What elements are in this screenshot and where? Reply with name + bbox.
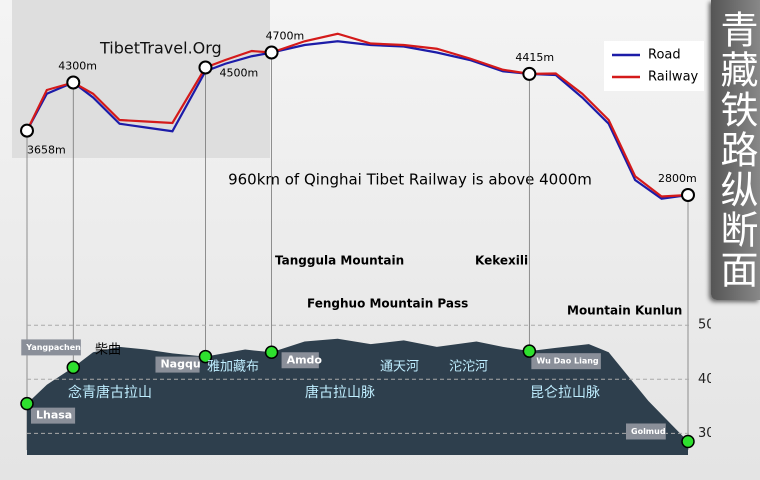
annotation: 雅加藏布	[207, 360, 259, 375]
station-marker	[198, 349, 213, 364]
annotation: 念青唐古拉山	[68, 384, 152, 401]
side-title: 青藏铁路纵断面	[711, 0, 760, 300]
station-label: Yangpachen	[25, 343, 81, 352]
station-label: Lhasa	[36, 409, 72, 422]
marker	[20, 123, 34, 138]
value-label: 4300m	[58, 60, 97, 73]
station-label: Amdo	[287, 353, 323, 366]
subtitle: 960km of Qinghai Tibet Railway is above …	[228, 171, 592, 189]
value-label: 4415m	[515, 51, 554, 64]
legend-box	[604, 41, 704, 91]
station-marker	[681, 434, 695, 449]
annotation: 沱沱河	[449, 359, 488, 375]
annotation: 昆仑拉山脉	[530, 385, 600, 401]
marker	[681, 188, 695, 202]
station-box	[155, 356, 200, 373]
legend-label: Road	[648, 48, 681, 63]
value-label: 3658m	[27, 144, 66, 157]
legend-label: Railway	[648, 70, 699, 85]
station-label: Wu Dao Liang	[536, 357, 599, 366]
value-label: 4500m	[219, 67, 258, 80]
y-tick-label: 5000m	[698, 318, 711, 333]
annotation: Tanggula Mountain	[275, 254, 404, 268]
chart: TibetTravel.Org 960km of Qinghai Tibet R…	[12, 0, 744, 455]
station-box	[21, 339, 81, 356]
value-label: 4700m	[266, 30, 305, 43]
station-marker	[66, 360, 81, 375]
station-label: Golmud	[631, 427, 666, 436]
series-line	[26, 40, 689, 200]
panel	[12, 0, 270, 158]
station-box	[281, 352, 319, 369]
marker	[522, 66, 537, 81]
annotation: Kekexili	[475, 254, 528, 268]
marker	[264, 45, 279, 60]
value-label: 2800m	[658, 172, 697, 185]
station-box	[31, 407, 76, 424]
station-marker	[20, 396, 34, 411]
annotation: Mountain Kunlun	[567, 304, 682, 318]
annotation: 柴曲	[95, 343, 121, 358]
y-tick-label: 3000m	[698, 426, 711, 441]
annotation: Fenghuo Mountain Pass	[307, 297, 468, 311]
y-tick-label: 4000m	[698, 372, 711, 387]
series-line	[26, 32, 689, 198]
station-box	[531, 353, 601, 370]
station-box	[626, 423, 666, 440]
station-marker	[264, 345, 279, 360]
watermark: TibetTravel.Org	[99, 39, 222, 58]
station-marker	[522, 344, 537, 358]
marker	[198, 60, 213, 75]
marker	[66, 75, 81, 90]
annotation: 通天河	[380, 360, 419, 375]
annotation: 唐古拉山脉	[305, 384, 375, 401]
station-label: Nagqu	[160, 358, 200, 371]
